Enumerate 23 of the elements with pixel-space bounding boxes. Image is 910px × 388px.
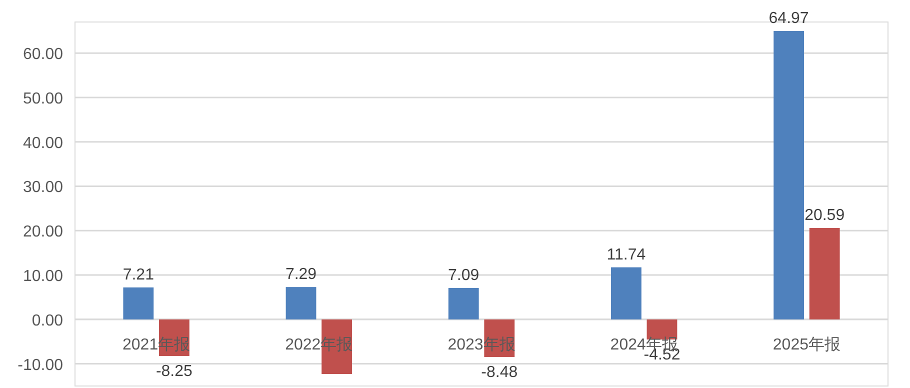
y-tick-label: 40.00 xyxy=(22,134,64,152)
data-label: -8.48 xyxy=(481,364,518,382)
y-tick-label: 0.00 xyxy=(32,312,64,330)
data-label: 64.97 xyxy=(768,10,809,28)
data-label: 11.74 xyxy=(606,246,646,264)
data-label: 20.59 xyxy=(804,207,845,224)
data-label: 7.21 xyxy=(122,266,154,284)
bar xyxy=(809,228,840,320)
data-label: 7.09 xyxy=(448,266,480,284)
y-tick-label: 50.00 xyxy=(22,90,64,108)
y-tick-label: 10.00 xyxy=(22,268,64,286)
data-label: -8.25 xyxy=(156,363,193,380)
y-tick-label: 60.00 xyxy=(22,46,64,64)
x-tick-label: 2025年报 xyxy=(772,336,840,354)
data-label: 7.29 xyxy=(285,266,317,284)
y-tick-label: 30.00 xyxy=(22,179,64,196)
bar xyxy=(448,288,479,320)
bar xyxy=(286,287,316,320)
bar xyxy=(123,287,154,320)
y-tick-label: -10.00 xyxy=(18,356,64,374)
y-tick-label: 20.00 xyxy=(22,224,64,241)
bar xyxy=(611,267,642,320)
bar xyxy=(774,31,804,320)
